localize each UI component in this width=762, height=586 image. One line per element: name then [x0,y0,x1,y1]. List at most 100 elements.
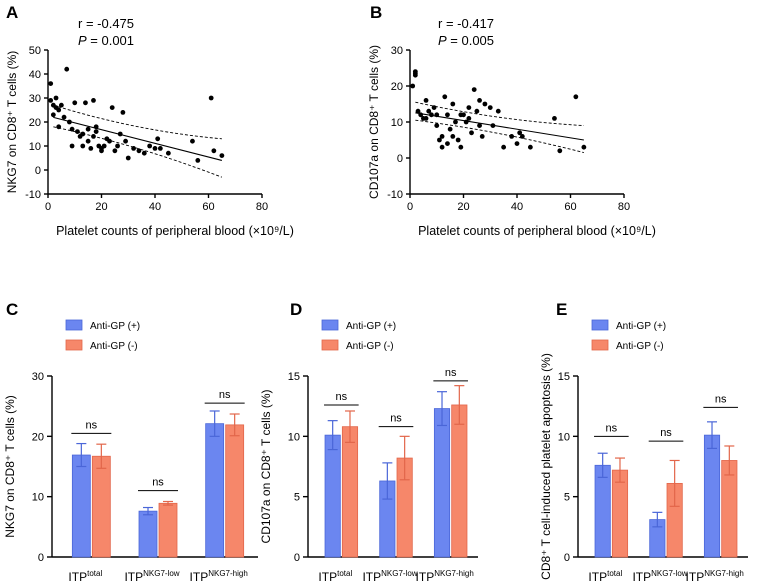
ns-label: ns [445,367,457,379]
bar [451,404,468,558]
x-tick-label: 40 [149,201,161,213]
data-point [423,116,429,121]
data-point [53,95,59,101]
y-tick-label: 10 [391,117,403,129]
bar [138,510,158,558]
category-label: ITPNKG7-low [632,569,687,584]
data-point [487,105,493,110]
y-tick-label: 5 [564,492,570,504]
data-point [101,143,107,149]
legend-label: Anti-GP (+) [90,321,140,332]
legend-swatch [65,319,83,331]
ci-upper [53,104,222,140]
y-tick-label: 20 [32,431,44,443]
legend-label: Anti-GP (-) [346,341,394,352]
data-point [557,148,563,154]
bar [205,423,225,558]
data-point [442,94,448,100]
data-point [509,134,515,139]
y-tick-label: 10 [558,431,570,443]
bar [324,434,341,558]
category-label: ITPNKG7-high [190,569,248,584]
data-point [109,105,115,110]
x-tick-label: 60 [202,201,214,213]
legend-swatch [591,319,609,331]
data-point [53,105,59,110]
legend-label: Anti-GP (+) [616,321,666,332]
p-value: P = 0.001 [78,33,134,48]
category-label: ITPNKG7-low [362,569,417,584]
data-point [479,134,485,139]
x-tick-label: 60 [564,201,576,213]
data-point [471,87,477,92]
data-point [517,130,523,136]
y-tick-label: 10 [288,431,300,443]
bar [71,454,91,558]
data-point [469,130,474,136]
data-point [91,134,96,139]
data-point [115,143,120,149]
data-point [93,129,99,135]
y-axis-label: CD107a on CD8⁺ T cells (%) [259,390,273,544]
y-tick-label: 40 [29,69,41,81]
data-point [445,141,450,147]
data-point [410,83,416,89]
x-tick-label: 20 [95,201,107,213]
y-tick-label: 30 [32,371,44,383]
x-tick-label: 40 [511,201,523,213]
y-tick-label: 0 [397,153,403,165]
data-point [112,148,118,154]
bar [703,434,721,558]
data-point [495,108,501,114]
y-tick-label: 30 [29,93,41,105]
x-tick-label: 0 [45,201,51,213]
data-point [450,134,456,139]
ns-label: ns [336,391,348,403]
data-point [131,146,137,151]
x-axis-label: Platelet counts of peripheral blood (×10… [418,224,656,238]
y-tick-label: 15 [288,371,300,383]
bar [611,469,629,558]
y-tick-label: 0 [564,552,570,564]
data-point [211,148,217,154]
ci-lower [415,119,584,154]
y-axis-label: CD107a on CD8⁺ T cells (%) [367,45,381,199]
data-point [552,116,557,121]
ns-label: ns [152,477,164,489]
data-point [157,146,163,151]
data-point [50,112,56,118]
y-tick-label: -10 [387,189,403,201]
data-point [418,112,424,118]
panel-letter: E [556,300,567,319]
panel-letter: B [370,3,382,22]
data-point [64,66,70,72]
data-point [120,110,126,115]
data-point [165,150,171,156]
data-point [75,129,80,135]
data-point [437,137,442,143]
data-point [141,150,147,156]
y-tick-label: 20 [29,117,41,129]
category-label: ITPtotal [318,569,352,584]
data-point [80,143,86,149]
category-label: ITPNKG7-high [416,569,474,584]
y-tick-label: 15 [558,371,570,383]
y-tick-label: -10 [25,189,41,201]
data-point [195,158,201,163]
data-point [458,144,464,150]
data-point [125,155,131,161]
panel-letter: D [290,300,302,319]
data-point [80,131,86,137]
bar [91,455,111,558]
panel-c: C Anti-GP (+) Anti-GP (-) 0 10 20 30 NKG7 on CD… [3,300,258,584]
regression-line [415,112,584,141]
ns-label: ns [219,389,231,401]
data-point [136,148,142,154]
category-label: ITPtotal [588,569,622,584]
regression-line [53,116,223,161]
bar [594,464,611,558]
data-point [431,105,437,110]
data-point [88,146,94,151]
ns-label: ns [86,419,98,431]
